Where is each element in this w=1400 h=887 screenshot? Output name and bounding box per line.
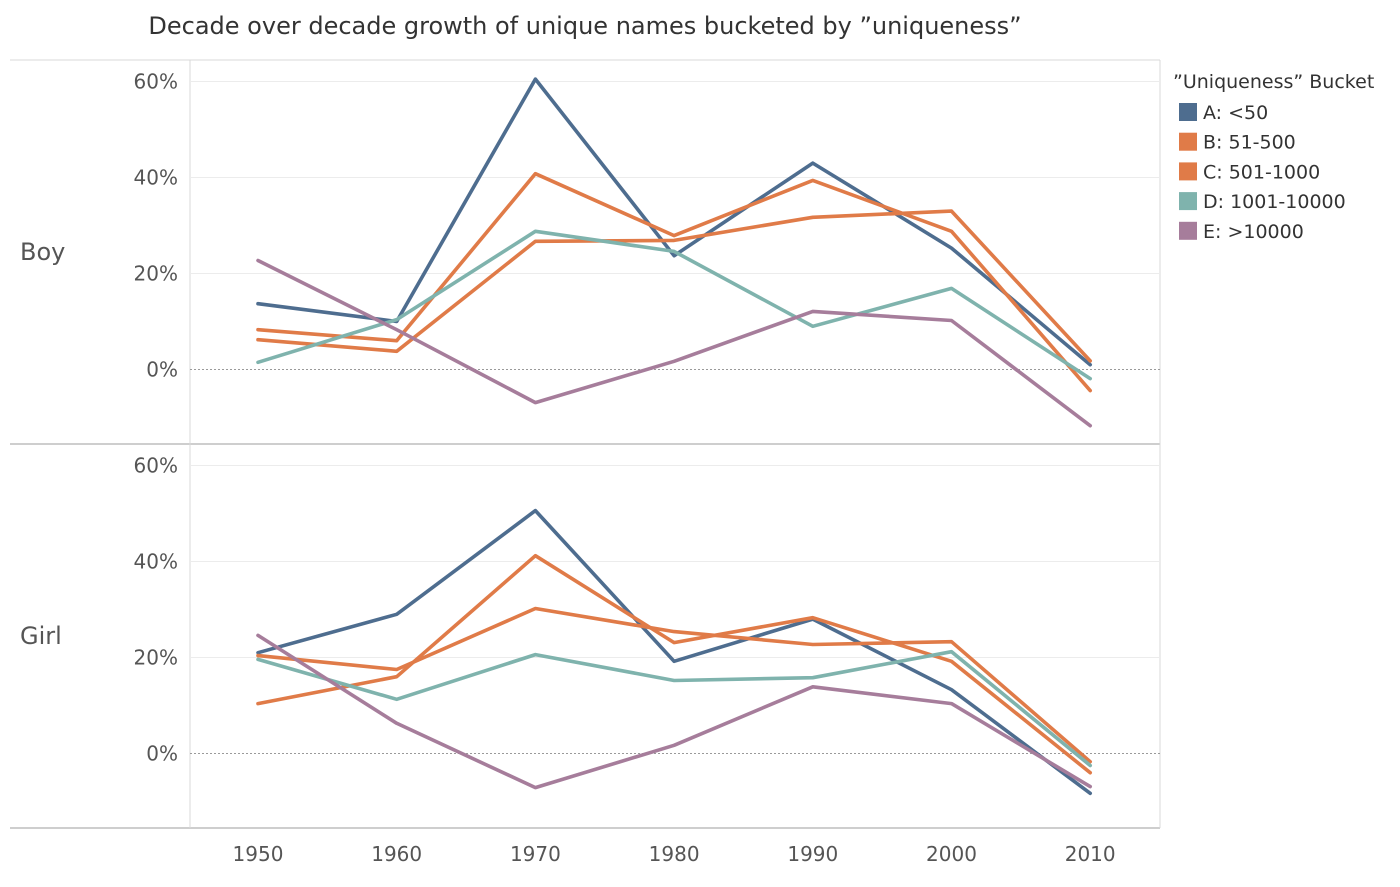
panel-boy: 0% 20% 40% 60% Boy [20,70,1160,428]
y-tick-label: 60% [134,454,178,478]
x-tick-label: 1950 [233,842,284,866]
row-label-girl: Girl [20,622,62,650]
series-line-girl-1 [256,606,1092,764]
series-line-girl-0 [256,508,1092,796]
chart-frame [10,59,1161,829]
x-tick-label: 2010 [1065,842,1116,866]
series-line-girl-3 [256,649,1092,768]
series-line-girl-2 [256,553,1092,775]
series-line-boy-3 [256,229,1092,381]
legend-swatch [1179,162,1197,181]
chart-title: Decade over decade growth of unique name… [148,12,1021,40]
legend-label: D: 1001-10000 [1203,191,1346,213]
series-line-boy-1 [256,209,1092,363]
legend-swatch [1179,103,1197,121]
x-axis: 1950 1960 1970 1980 1990 2000 2010 [233,842,1116,866]
x-tick-label: 1960 [371,842,422,866]
x-tick-label: 1980 [649,842,700,866]
y-tick-label: 20% [134,646,178,670]
y-tick-label: 20% [134,262,178,286]
legend-swatch [1179,221,1197,240]
legend-label: C: 501-1000 [1203,161,1320,183]
y-tick-label: 60% [134,70,178,94]
y-tick-label: 0% [146,358,178,382]
y-tick-label: 40% [134,550,178,574]
x-tick-label: 2000 [926,842,977,866]
series-line-boy-2 [256,171,1092,393]
series-line-boy-0 [256,77,1092,367]
legend-label: B: 51-500 [1203,132,1296,154]
panel-girl: 0% 20% 40% 60% Girl [20,454,1160,796]
x-tick-label: 1990 [787,842,838,866]
y-tick-label: 0% [146,742,178,766]
y-tick-label: 40% [134,166,178,190]
x-tick-label: 1970 [510,842,561,866]
legend-swatch [1179,192,1197,211]
legend-swatch [1179,132,1197,151]
series-line-boy-4 [256,258,1092,428]
row-label-boy: Boy [20,238,65,266]
legend: ”Uniqueness” Bucket A: <50 B: 51-500 C: 501… [1173,71,1374,243]
legend-title: ”Uniqueness” Bucket [1173,71,1374,93]
legend-label: E: >10000 [1203,221,1304,243]
chart-panels: 0% 20% 40% 60% Boy 0% 20% 40% 60% Girl [20,70,1160,796]
series-line-girl-4 [256,633,1092,790]
legend-label: A: <50 [1203,102,1268,124]
